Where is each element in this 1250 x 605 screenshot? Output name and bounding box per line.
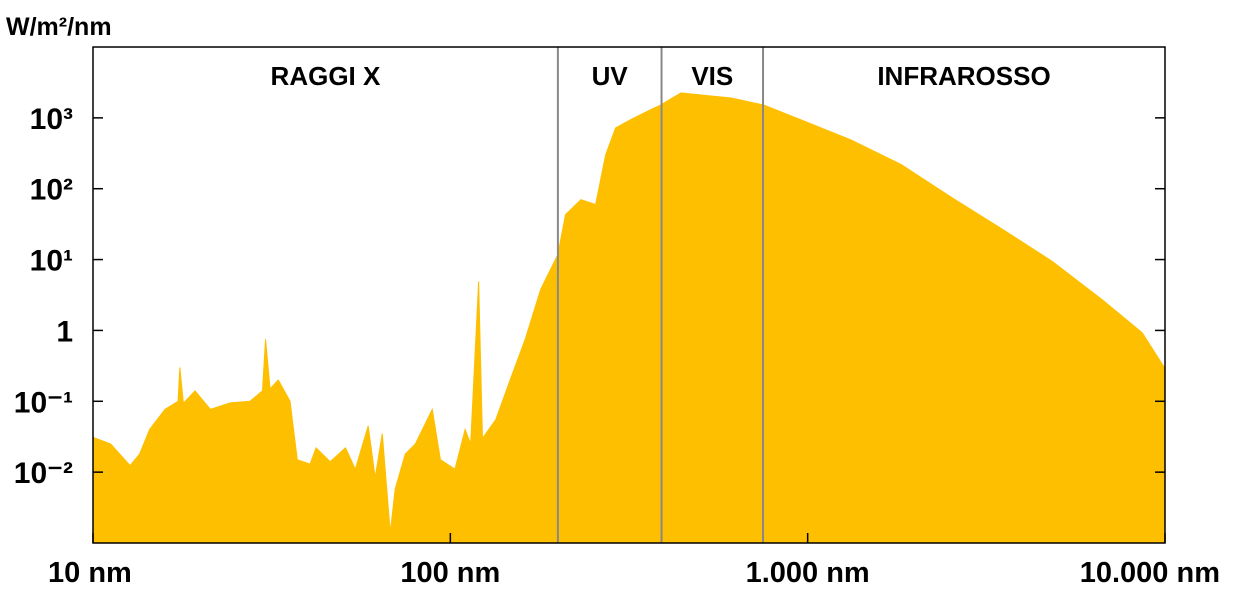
- region-label: UV: [592, 61, 629, 91]
- y-tick-label: 10¹: [30, 245, 73, 278]
- y-tick-label: 10⁻²: [14, 457, 73, 490]
- y-tick-label: 10³: [30, 103, 73, 136]
- x-tick-label: 10 nm: [48, 557, 132, 589]
- region-label: INFRAROSSO: [877, 61, 1050, 91]
- region-label: RAGGI X: [271, 61, 381, 91]
- y-tick-label: 1: [56, 315, 73, 348]
- x-tick-label: 1.000 nm: [746, 557, 870, 589]
- y-tick-label: 10⁻¹: [14, 386, 73, 419]
- x-tick-label: 10.000 nm: [1080, 557, 1220, 589]
- x-tick-label: 100 nm: [400, 557, 500, 589]
- y-axis-label: W/m²/nm: [6, 13, 112, 41]
- y-tick-label: 10²: [30, 174, 73, 207]
- spectrum-area: [92, 92, 1166, 544]
- plot-frame: [92, 46, 1166, 544]
- region-label: VIS: [691, 61, 733, 91]
